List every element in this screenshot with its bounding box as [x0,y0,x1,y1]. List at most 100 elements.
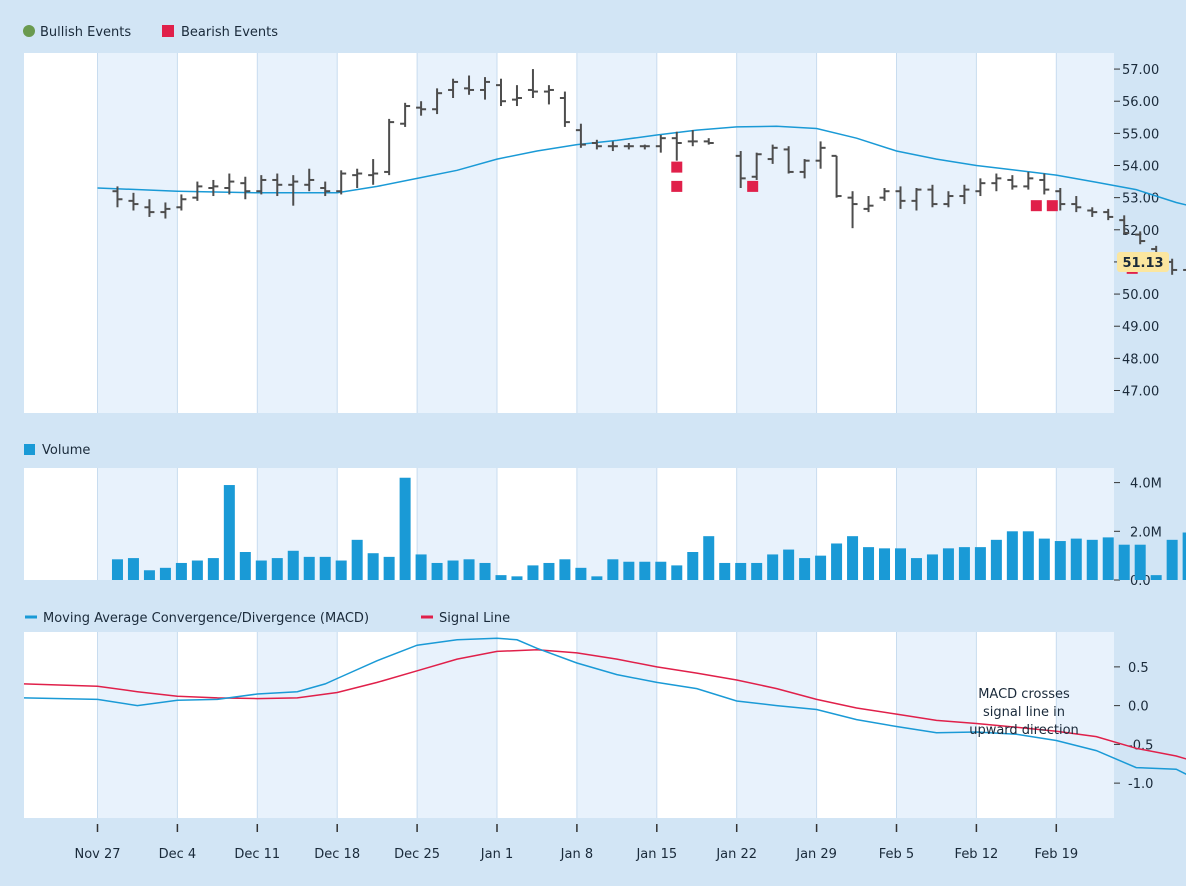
signal-legend-label: Signal Line [439,611,510,626]
last-price-badge-bg [1117,252,1169,272]
volume-bar [879,548,891,580]
volume-bar [575,567,587,580]
crossover-annotation: MACD crosses signal line in upward direc… [969,687,1079,738]
volume-bar [479,562,491,580]
ohlc-bar [384,118,395,176]
price-y-tick-label: 47.00 [1122,385,1159,400]
price-y-tick-label: 55.00 [1122,127,1159,142]
volume-bar [751,562,763,580]
ohlc-bar [767,144,778,164]
volume-bar [799,558,811,580]
volume-bar [191,560,203,580]
ohlc-bar [911,188,922,211]
volume-bar [783,549,795,580]
ohlc-bar [623,143,634,150]
volume-bar [990,539,1002,580]
volume-bar [687,552,699,580]
volume-bar [735,562,747,580]
volume-legend-marker [24,444,35,455]
volume-bar [974,547,986,580]
ohlc-bar [655,134,666,153]
shade-band [1056,53,1114,413]
volume-bar [910,558,922,580]
ohlc-bar [687,130,698,147]
ohlc-bar [1119,215,1130,235]
volume-bar [1070,538,1082,580]
bearish-event-marker [671,161,683,173]
volume-y-tick-label: 4.0M [1130,477,1162,492]
volume-bar [527,565,539,580]
volume-bar [223,485,235,580]
macd-panel: 0.50.0-0.5-1.0 MACD crosses signal line … [23,632,1186,818]
ohlc-bar [448,78,459,98]
volume-bar [1118,544,1130,580]
price-y-tick-label: 49.00 [1122,320,1159,335]
volume-bar [1134,544,1146,580]
x-tick-label: Dec 11 [234,847,280,862]
volume-bar [271,558,283,580]
ohlc-bar [320,181,331,197]
macd-legend-label: Moving Average Convergence/Divergence (M… [43,611,369,626]
shade-band [97,632,178,818]
ohlc-bar [559,91,570,127]
volume-bar [703,536,715,580]
volume-bar [431,562,443,580]
shade-band [417,53,497,413]
volume-bar [1086,539,1098,580]
volume-bar [942,548,954,580]
shade-band [257,632,338,818]
volume-bar [303,556,315,580]
ohlc-bar [400,102,411,127]
shade-band [896,632,977,818]
ohlc-bar [527,69,538,98]
price-y-tick-label: 54.00 [1122,160,1159,175]
volume-bar [1054,541,1066,580]
shade-band [1056,632,1114,818]
macd-y-axis: 0.50.0-0.5-1.0 [1114,661,1153,792]
ohlc-bar [943,191,954,208]
ohlc-bar [160,202,171,219]
x-tick-label: Dec 4 [159,847,197,862]
volume-panel: 4.0M2.0M0.0 [24,468,1186,589]
ohlc-bar [272,173,283,197]
ohlc-bar [591,139,602,150]
volume-bar [511,576,523,580]
ohlc-bar [1135,231,1146,245]
volume-bar [175,562,187,580]
macd-y-tick-label: 0.0 [1128,700,1149,715]
annotation-line-2: signal line in [983,705,1065,720]
bearish-legend-label: Bearish Events [181,25,278,40]
ohlc-bar [1087,207,1098,217]
volume-bar [367,553,379,580]
x-tick-label: Jan 1 [480,847,513,862]
volume-bar [958,547,970,580]
macd-y-tick-label: -1.0 [1128,777,1153,792]
shade-band [417,632,497,818]
shade-band [257,53,338,413]
volume-bar [1166,539,1178,580]
ohlc-bar [959,184,970,205]
price-y-tick-label: 48.00 [1122,352,1159,367]
ohlc-bar [607,141,618,152]
bearish-event-marker [747,180,759,192]
ohlc-bar [799,159,810,179]
ohlc-bar [1055,188,1066,211]
ohlc-bar [176,194,187,211]
shade-band [736,53,817,413]
ohlc-bar [224,173,235,195]
volume-bar [719,562,731,580]
x-tick-label: Feb 5 [879,847,914,862]
ohlc-bar [751,152,762,180]
ohlc-bar [352,168,363,188]
bearish-event-marker [1046,200,1058,212]
ohlc-bar [1023,171,1034,190]
price-gridlines [97,53,1057,413]
x-tick-label: Feb 12 [955,847,999,862]
volume-bar [591,576,603,580]
ohlc-bar [112,186,123,208]
volume-bar [159,567,171,580]
bearish-event-marker [671,180,683,192]
x-tick-label: Dec 18 [314,847,360,862]
macd-y-tick-label: 0.5 [1128,661,1149,676]
